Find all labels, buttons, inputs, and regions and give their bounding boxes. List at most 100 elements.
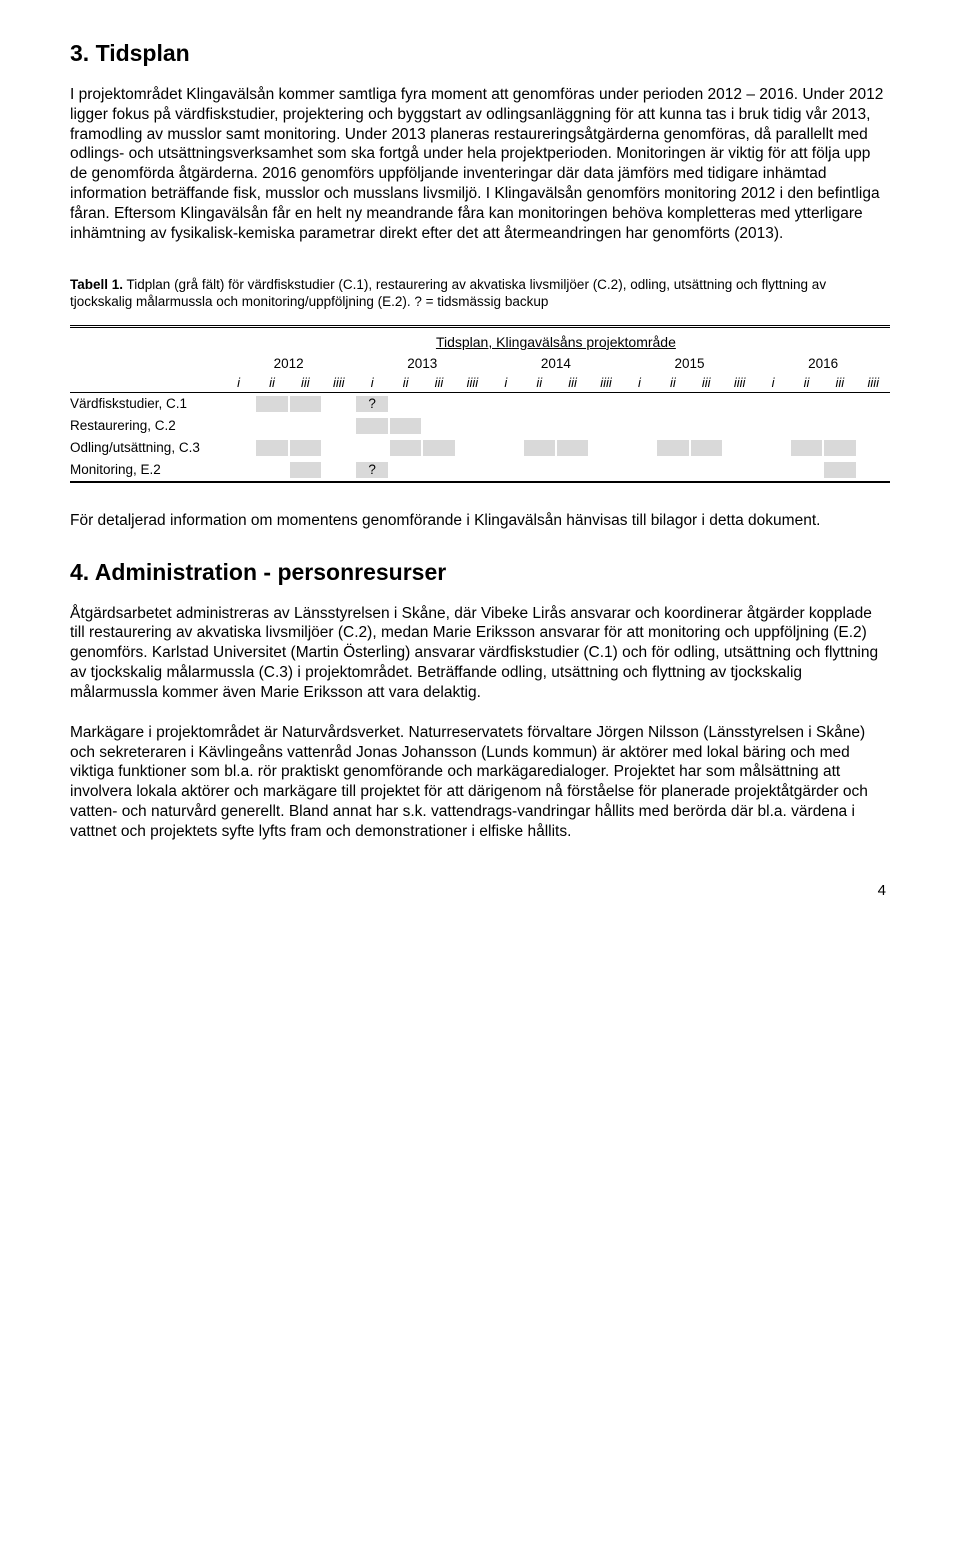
row-label: Värdfiskstudier, C.1 (70, 393, 222, 415)
schedule-cell (857, 393, 890, 415)
table-1-caption-text: Tidplan (grå fält) för värdfiskstudier (… (70, 277, 826, 310)
schedule-cell (823, 437, 856, 459)
schedule-cell (623, 415, 656, 437)
schedule-cell (556, 393, 589, 415)
quarter-header: i (222, 373, 255, 392)
schedule-cell (589, 437, 622, 459)
schedule-cell (289, 459, 322, 481)
schedule-cell (489, 393, 522, 415)
table-row: Monitoring, E.2? (70, 459, 890, 481)
year-header: 2014 (489, 352, 623, 373)
schedule-cell (690, 415, 723, 437)
quarter-header: iii (556, 373, 589, 392)
schedule-cell (656, 459, 689, 481)
schedule-cell (790, 437, 823, 459)
schedule-cell (656, 415, 689, 437)
section-4-paragraph-1: Åtgärdsarbetet administreras av Länsstyr… (70, 604, 890, 703)
schedule-cell (857, 415, 890, 437)
quarter-header: iiii (857, 373, 890, 392)
schedule-cell: ? (355, 393, 388, 415)
table-row: Restaurering, C.2 (70, 415, 890, 437)
schedule-cell (790, 393, 823, 415)
schedule-cell (823, 415, 856, 437)
quarter-header: ii (389, 373, 422, 392)
schedule-cell (790, 415, 823, 437)
schedule-cell (690, 459, 723, 481)
table-row: Värdfiskstudier, C.1? (70, 393, 890, 415)
row-label: Odling/utsättning, C.3 (70, 437, 222, 459)
schedule-cell (389, 437, 422, 459)
schedule-cell (623, 437, 656, 459)
schedule-cell (756, 393, 789, 415)
row-label: Restaurering, C.2 (70, 415, 222, 437)
schedule-cell (556, 437, 589, 459)
schedule-cell (456, 415, 489, 437)
quarter-header: iii (422, 373, 455, 392)
schedule-cell (690, 393, 723, 415)
schedule-cell (489, 459, 522, 481)
year-header: 2016 (756, 352, 890, 373)
schedule-cell (355, 415, 388, 437)
quarter-header: iiii (723, 373, 756, 392)
after-table-paragraph: För detaljerad information om momentens … (70, 511, 890, 531)
schedule-cell (489, 437, 522, 459)
table-title: Tidsplan, Klingavälsåns projektområde (222, 332, 890, 352)
schedule-cell (823, 393, 856, 415)
schedule-cell (857, 437, 890, 459)
schedule-cell (422, 415, 455, 437)
schedule-cell (456, 393, 489, 415)
page: 3. Tidsplan I projektområdet Klingavälså… (0, 0, 960, 939)
year-header: 2012 (222, 352, 356, 373)
quarter-header: ii (790, 373, 823, 392)
quarter-header: ii (255, 373, 288, 392)
schedule-cell (523, 393, 556, 415)
schedule-cell (222, 415, 255, 437)
quarter-header: iiii (589, 373, 622, 392)
schedule-cell (523, 437, 556, 459)
table-title-row: Tidsplan, Klingavälsåns projektområde (70, 332, 890, 352)
quarter-header: iiii (322, 373, 355, 392)
schedule-cell (523, 415, 556, 437)
table-1-caption: Tabell 1. Tidplan (grå fält) för värdfis… (70, 276, 890, 311)
schedule-cell (322, 459, 355, 481)
schedule-cell (389, 459, 422, 481)
schedule-cell (623, 393, 656, 415)
schedule-cell (255, 393, 288, 415)
quarter-header: iii (823, 373, 856, 392)
schedule-cell (589, 393, 622, 415)
section-3-heading: 3. Tidsplan (70, 40, 890, 67)
schedule-cell (322, 393, 355, 415)
quarter-header: iii (289, 373, 322, 392)
schedule-cell (289, 393, 322, 415)
schedule-cell (723, 437, 756, 459)
year-header: 2015 (623, 352, 757, 373)
schedule-cell (589, 459, 622, 481)
page-number: 4 (70, 882, 890, 899)
schedule-cell: ? (355, 459, 388, 481)
section-4-paragraph-2: Markägare i projektområdet är Naturvårds… (70, 723, 890, 842)
table-quarters-row: iiiiiiiiiiiiiiiiiiiiiiiiiiiiiiiiiiiiiiii… (70, 373, 890, 392)
quarter-header: iii (690, 373, 723, 392)
table-1-caption-label: Tabell 1. (70, 277, 123, 292)
schedule-cell (389, 393, 422, 415)
schedule-cell (322, 415, 355, 437)
quarter-header: ii (656, 373, 689, 392)
table-row: Odling/utsättning, C.3 (70, 437, 890, 459)
schedule-cell (422, 393, 455, 415)
schedule-cell (556, 415, 589, 437)
schedule-cell (222, 393, 255, 415)
schedule-cell (489, 415, 522, 437)
section-4-heading: 4. Administration - personresurser (70, 559, 890, 586)
schedule-table: Tidsplan, Klingavälsåns projektområde 20… (70, 332, 890, 481)
table-top-rule (70, 325, 890, 328)
schedule-cell (723, 459, 756, 481)
schedule-cell (523, 459, 556, 481)
schedule-cell (322, 437, 355, 459)
schedule-table-wrap: Tidsplan, Klingavälsåns projektområde 20… (70, 325, 890, 483)
table-bottom-rule (70, 481, 890, 483)
schedule-cell (556, 459, 589, 481)
section-3-paragraph: I projektområdet Klingavälsån kommer sam… (70, 85, 890, 244)
schedule-cell (589, 415, 622, 437)
quarter-header: iiii (456, 373, 489, 392)
row-label: Monitoring, E.2 (70, 459, 222, 481)
